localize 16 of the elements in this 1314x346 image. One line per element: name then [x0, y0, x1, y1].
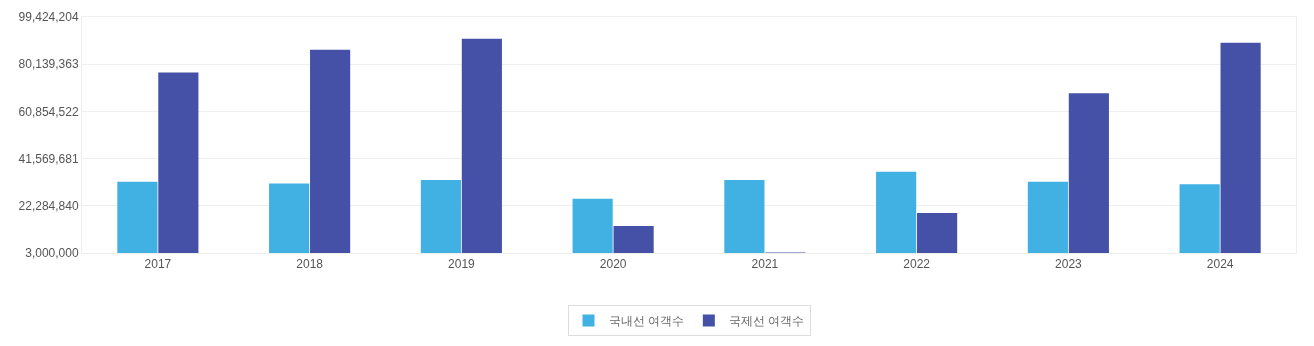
x-tick-label: 2020	[599, 257, 627, 272]
x-tick-label: 2018	[296, 257, 324, 272]
x-tick-label: 2022	[903, 257, 931, 272]
y-tick-label: 80,139,363	[18, 57, 79, 72]
x-tick-label: 2023	[1055, 257, 1083, 272]
y-tick-label: 60,854,522	[18, 104, 79, 119]
legend-label: 국제선 여객수	[728, 314, 805, 329]
x-tick-label: 2024	[1206, 257, 1234, 272]
y-tick-label: 41,569,681	[18, 151, 79, 166]
legend-label: 국내선 여객수	[608, 314, 684, 329]
y-tick-label: 99,424,204	[18, 10, 79, 25]
y-tick-label: 22,284,840	[18, 199, 79, 213]
x-tick-label: 2021	[751, 257, 779, 272]
x-tick-label: 2019	[448, 257, 476, 272]
x-tick-label: 2017	[144, 257, 172, 272]
y-tick-label: 3,000,000	[25, 246, 79, 261]
